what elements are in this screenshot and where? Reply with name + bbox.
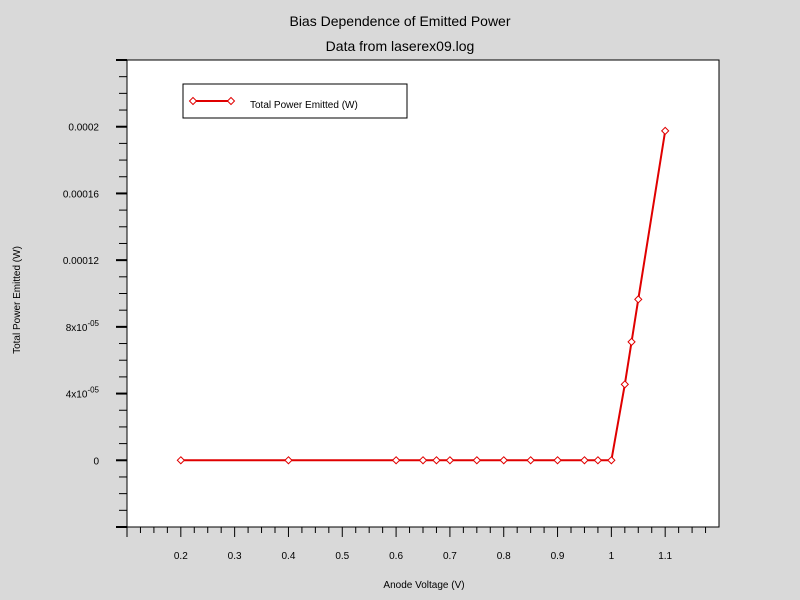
data-point [499, 456, 508, 465]
data-point [284, 456, 293, 465]
x-tick-label: 0.5 [335, 551, 349, 562]
legend-marker-right [226, 96, 236, 106]
x-tick-label: 0.7 [443, 551, 457, 562]
chart-subtitle: Data from laserex09.log [325, 38, 475, 54]
x-axis-label: Anode Voltage (V) [383, 580, 464, 591]
series-layer [176, 126, 670, 465]
data-point [391, 456, 401, 465]
data-point [580, 456, 589, 465]
data-point [418, 456, 428, 465]
x-axis-ticks: 0.2 0.3 0.4 0.5 0.6 0.7 0.8 0.9 1 1.1 [126, 527, 707, 562]
x-tick-label: 1 [609, 551, 615, 562]
legend: Total Power Emitted (W) [182, 83, 408, 119]
x-tick-label: 0.8 [497, 551, 511, 562]
y-tick-label: 0.00012 [63, 256, 100, 267]
chart-title: Bias Dependence of Emitted Power [289, 13, 511, 29]
data-point [660, 126, 670, 136]
data-point [472, 456, 482, 465]
plot-area [126, 59, 720, 528]
y-axis-ticks: 0 4x10-05 8x10-05 0.00012 0.00016 0.0002 [63, 59, 127, 528]
x-tick-label: 0.3 [228, 551, 242, 562]
y-tick-label: 0.00016 [63, 189, 100, 200]
x-tick-label: 1.1 [658, 551, 672, 562]
legend-marker-left [188, 96, 198, 106]
data-point [627, 337, 636, 347]
data-point [593, 456, 603, 465]
data-point [620, 380, 630, 389]
x-tick-label: 0.2 [174, 551, 188, 562]
y-tick-label: 0 [93, 456, 99, 467]
x-tick-label: 0.9 [551, 551, 565, 562]
y-tick-label: 0.0002 [68, 123, 99, 134]
data-point [445, 456, 455, 465]
x-tick-label: 0.6 [389, 551, 403, 562]
data-point [607, 456, 616, 465]
y-tick-label: 4x10-05 [66, 386, 100, 401]
data-point [634, 295, 643, 304]
y-axis-label: Total Power Emitted (W) [12, 246, 23, 354]
legend-label: Total Power Emitted (W) [250, 100, 358, 111]
data-point [176, 456, 186, 465]
data-point [553, 456, 562, 465]
x-tick-label: 0.4 [282, 551, 296, 562]
data-point [432, 456, 441, 465]
data-point [526, 456, 535, 465]
y-tick-label: 8x10-05 [66, 319, 100, 334]
